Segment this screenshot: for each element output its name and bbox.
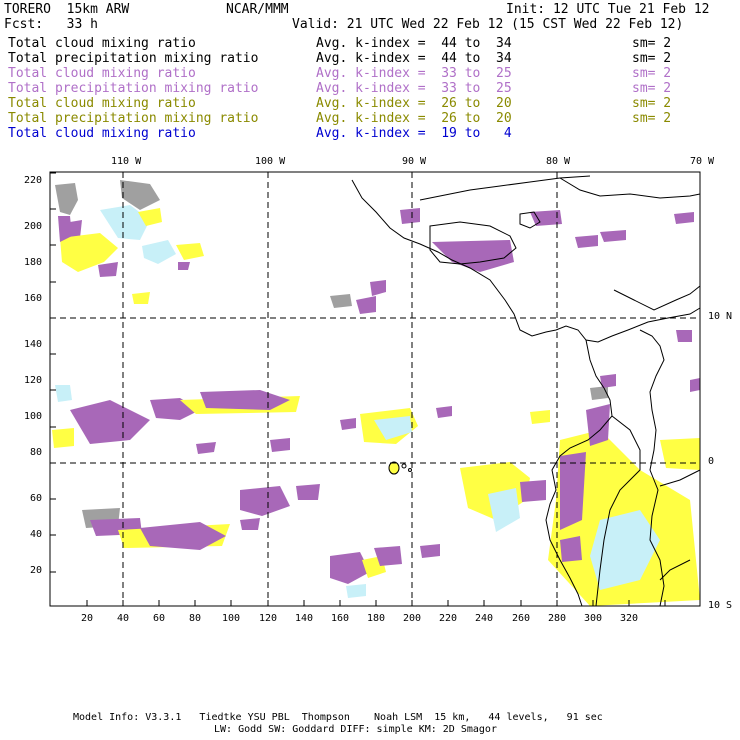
x-tick: 120 <box>259 613 278 624</box>
x-tick: 180 <box>367 613 386 624</box>
model-info: Model Info: V3.3.1 Tiedtke YSU PBL Thomp… <box>73 712 603 723</box>
legend-field: Total precipitation mixing ratio <box>8 81 259 96</box>
lat-label: 10 N <box>708 311 733 322</box>
x-tick: 260 <box>512 613 531 624</box>
x-tick: 300 <box>584 613 603 624</box>
valid-time: Valid: 21 UTC Wed 22 Feb 12 (15 CST Wed … <box>292 17 684 32</box>
lon-label: 80 W <box>546 156 571 167</box>
legend-kindex: Avg. k-index = 44 to 34 <box>316 36 512 51</box>
legend-kindex: Avg. k-index = 19 to 4 <box>316 126 512 141</box>
lat-label: 10 S <box>708 600 733 611</box>
y-tick: 100 <box>24 411 43 422</box>
axis-ticks <box>50 172 666 606</box>
y-tick: 20 <box>30 565 43 576</box>
y-tick: 160 <box>24 293 43 304</box>
x-tick: 100 <box>222 613 241 624</box>
legend-field: Total cloud mixing ratio <box>8 36 196 51</box>
x-tick: 20 <box>81 613 94 624</box>
legend-sm: sm= 2 <box>632 51 672 66</box>
legend-kindex: Avg. k-index = 33 to 25 <box>316 66 512 81</box>
legend-kindex: Avg. k-index = 26 to 20 <box>316 111 512 126</box>
y-tick: 40 <box>30 529 43 540</box>
west-band-clusters <box>52 385 300 454</box>
legend-field: Total cloud mixing ratio <box>8 96 196 111</box>
x-tick: 280 <box>548 613 567 624</box>
center-name: NCAR/MMM <box>226 2 289 17</box>
x-tick: 40 <box>117 613 130 624</box>
physics-info: LW: Godd SW: Goddard DIFF: simple KM: 2D… <box>214 724 497 735</box>
graticule <box>50 172 700 606</box>
x-tick: 240 <box>475 613 494 624</box>
x-tick: 220 <box>439 613 458 624</box>
southeast-land-clusters <box>548 330 700 606</box>
legend-sm: sm= 2 <box>632 111 672 126</box>
x-tick: 140 <box>295 613 314 624</box>
south-central-clusters <box>82 462 546 598</box>
galapagos-islands <box>388 461 412 475</box>
x-tick: 80 <box>189 613 202 624</box>
x-tick: 320 <box>620 613 639 624</box>
cloud-patches <box>52 180 700 606</box>
lon-label: 90 W <box>402 156 427 167</box>
y-tick: 140 <box>24 339 43 350</box>
legend-kindex: Avg. k-index = 26 to 20 <box>316 96 512 111</box>
legend-kindex: Avg. k-index = 33 to 25 <box>316 81 512 96</box>
legend-field: Total cloud mixing ratio <box>8 126 196 141</box>
y-tick: 180 <box>24 257 43 268</box>
lon-label: 110 W <box>111 156 142 167</box>
y-tick: 80 <box>30 447 43 458</box>
y-tick: 200 <box>24 221 43 232</box>
x-tick: 160 <box>331 613 350 624</box>
forecast-hour: Fcst: 33 h <box>4 17 98 32</box>
legend-field: Total precipitation mixing ratio <box>8 51 259 66</box>
legend-sm: sm= 2 <box>632 96 672 111</box>
init-time: Init: 12 UTC Tue 21 Feb 12 <box>506 2 710 17</box>
lon-label: 70 W <box>690 156 715 167</box>
y-tick: 220 <box>24 175 43 186</box>
lon-label: 100 W <box>255 156 286 167</box>
legend-sm: sm= 2 <box>632 81 672 96</box>
lat-label: 0 <box>708 456 715 467</box>
equator-cluster <box>360 406 550 444</box>
central-north-clusters <box>330 208 694 430</box>
legend-field: Total cloud mixing ratio <box>8 66 196 81</box>
legend-field: Total precipitation mixing ratio <box>8 111 259 126</box>
y-tick: 120 <box>24 375 43 386</box>
legend-sm: sm= 2 <box>632 36 672 51</box>
coastlines <box>351 175 701 607</box>
x-tick: 60 <box>153 613 166 624</box>
y-tick: 60 <box>30 493 43 504</box>
legend-kindex: Avg. k-index = 44 to 34 <box>316 51 512 66</box>
model-title: TORERO 15km ARW <box>4 2 130 17</box>
legend-sm: sm= 2 <box>632 66 672 81</box>
nw-cloud-cluster <box>55 180 204 304</box>
plot-frame <box>49 171 701 607</box>
x-tick: 200 <box>403 613 422 624</box>
